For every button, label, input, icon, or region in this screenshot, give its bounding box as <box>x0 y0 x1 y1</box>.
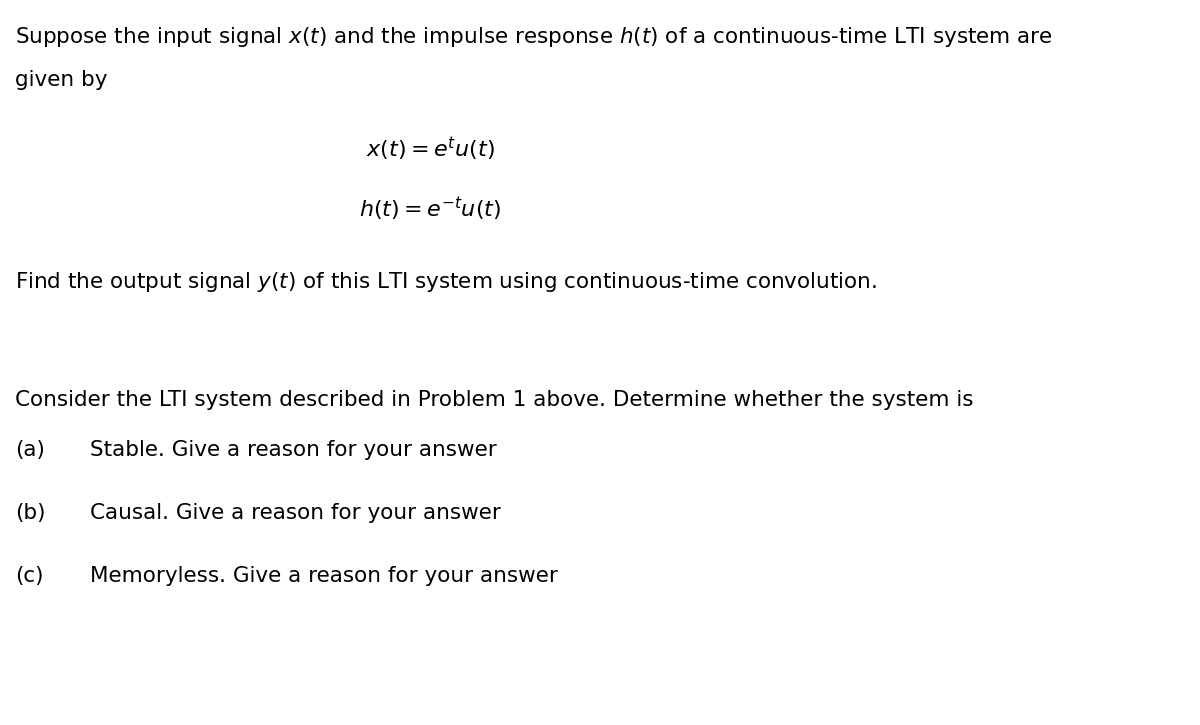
Text: $x(t) = e^{t}u(t)$: $x(t) = e^{t}u(t)$ <box>366 135 494 163</box>
Text: Causal. Give a reason for your answer: Causal. Give a reason for your answer <box>90 503 500 523</box>
Text: Memoryless. Give a reason for your answer: Memoryless. Give a reason for your answe… <box>90 566 558 586</box>
Text: Suppose the input signal $x(t)$ and the impulse response $h(t)$ of a continuous-: Suppose the input signal $x(t)$ and the … <box>14 25 1052 49</box>
Text: Stable. Give a reason for your answer: Stable. Give a reason for your answer <box>90 440 497 460</box>
Text: $h(t) = e^{-t}u(t)$: $h(t) = e^{-t}u(t)$ <box>359 195 502 223</box>
Text: (c): (c) <box>14 566 43 586</box>
Text: (a): (a) <box>14 440 44 460</box>
Text: Consider the LTI system described in Problem 1 above. Determine whether the syst: Consider the LTI system described in Pro… <box>14 390 973 410</box>
Text: (b): (b) <box>14 503 46 523</box>
Text: Find the output signal $y(t)$ of this LTI system using continuous-time convoluti: Find the output signal $y(t)$ of this LT… <box>14 270 877 294</box>
Text: given by: given by <box>14 70 108 90</box>
